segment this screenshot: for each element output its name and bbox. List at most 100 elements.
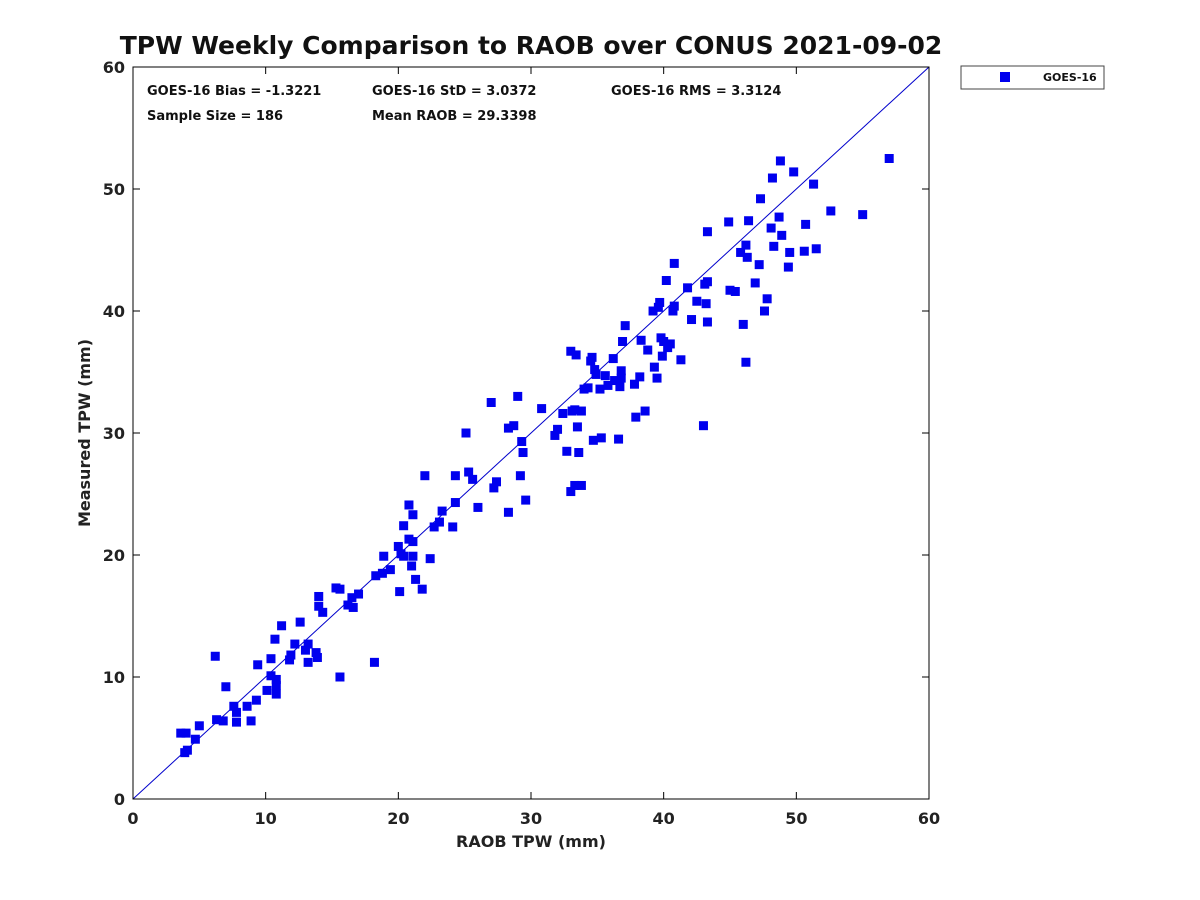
data-point: [643, 345, 653, 355]
data-point: [411, 574, 421, 584]
data-point: [587, 352, 597, 362]
data-point: [303, 657, 313, 667]
stat-bias: GOES-16 Bias = -1.3221: [147, 84, 321, 99]
data-point: [669, 258, 679, 268]
data-point: [618, 337, 628, 346]
one-to-one-reference-line: [132, 66, 930, 800]
data-point: [655, 297, 665, 307]
data-point: [884, 154, 894, 163]
data-point: [407, 561, 417, 571]
data-point: [437, 506, 447, 516]
legend-label: GOES-16: [1043, 71, 1097, 84]
x-tick-label: 10: [255, 809, 277, 828]
data-point: [181, 728, 191, 738]
data-point: [595, 384, 605, 394]
data-point: [314, 601, 324, 611]
data-point: [473, 502, 483, 512]
data-point: [377, 568, 387, 578]
y-axis-label: Measured TPW (mm): [75, 339, 94, 527]
data-point: [596, 433, 606, 443]
data-point: [399, 521, 409, 531]
data-point: [620, 321, 630, 331]
y-tick-label: 20: [103, 546, 125, 565]
data-point: [742, 252, 752, 262]
data-point: [513, 391, 523, 401]
data-point: [640, 406, 650, 416]
data-point: [266, 654, 276, 664]
data-point: [486, 398, 496, 407]
data-point: [741, 240, 751, 250]
data-point: [176, 728, 186, 738]
data-point: [687, 315, 697, 325]
data-point: [701, 299, 711, 309]
data-point: [417, 584, 427, 594]
data-point: [750, 278, 760, 288]
data-point: [692, 296, 702, 306]
data-point: [614, 434, 624, 444]
data-point: [698, 421, 708, 431]
data-point: [295, 617, 305, 627]
data-point: [271, 689, 281, 699]
data-point: [242, 701, 252, 711]
data-point: [518, 448, 528, 458]
data-point: [515, 471, 525, 481]
stats-annotations: GOES-16 Bias = -1.3221 GOES-16 StD = 3.0…: [147, 84, 781, 124]
data-point: [741, 357, 751, 367]
x-tick-label: 50: [785, 809, 807, 828]
data-point: [766, 223, 776, 233]
data-point: [648, 306, 658, 316]
data-point: [194, 721, 204, 731]
data-point: [629, 379, 639, 389]
plot-area: [132, 66, 930, 800]
data-point: [408, 510, 418, 520]
data-point: [354, 589, 364, 599]
data-point: [702, 317, 712, 327]
data-point: [783, 262, 793, 272]
data-point: [212, 715, 222, 725]
x-tick-label: 0: [127, 809, 138, 828]
data-point: [724, 217, 734, 227]
data-point: [631, 412, 641, 422]
data-point: [464, 467, 474, 477]
data-point: [669, 301, 679, 311]
data-points: [176, 154, 894, 758]
data-point: [762, 294, 772, 304]
data-point: [468, 474, 478, 484]
data-point: [210, 651, 220, 661]
data-point: [221, 682, 231, 692]
data-point: [610, 376, 620, 386]
data-point: [615, 382, 625, 392]
data-point: [774, 212, 784, 222]
data-point: [702, 227, 712, 237]
stat-rms: GOES-16 RMS = 3.3124: [611, 84, 781, 99]
data-point: [801, 219, 811, 229]
data-point: [649, 362, 659, 372]
data-point: [826, 206, 836, 216]
data-point: [404, 500, 414, 510]
data-point: [461, 428, 471, 438]
data-point: [348, 602, 358, 612]
data-point: [429, 522, 439, 532]
data-point: [371, 571, 381, 581]
data-point: [811, 244, 821, 254]
data-point: [408, 537, 418, 547]
stat-mean-raob: Mean RAOB = 29.3398: [372, 109, 537, 124]
data-point: [262, 685, 272, 695]
data-point: [434, 517, 444, 527]
data-point: [665, 339, 675, 349]
data-point: [725, 285, 735, 295]
data-point: [636, 335, 646, 345]
data-point: [300, 645, 310, 655]
data-point: [285, 655, 295, 665]
data-point: [858, 210, 868, 220]
data-point: [521, 495, 531, 505]
data-point: [448, 522, 458, 532]
data-point: [676, 355, 686, 365]
data-point: [661, 276, 671, 285]
data-point: [311, 648, 321, 658]
data-point: [246, 716, 256, 726]
data-point: [775, 156, 785, 166]
data-point: [270, 634, 280, 644]
data-point: [218, 716, 228, 726]
data-point: [517, 437, 527, 447]
